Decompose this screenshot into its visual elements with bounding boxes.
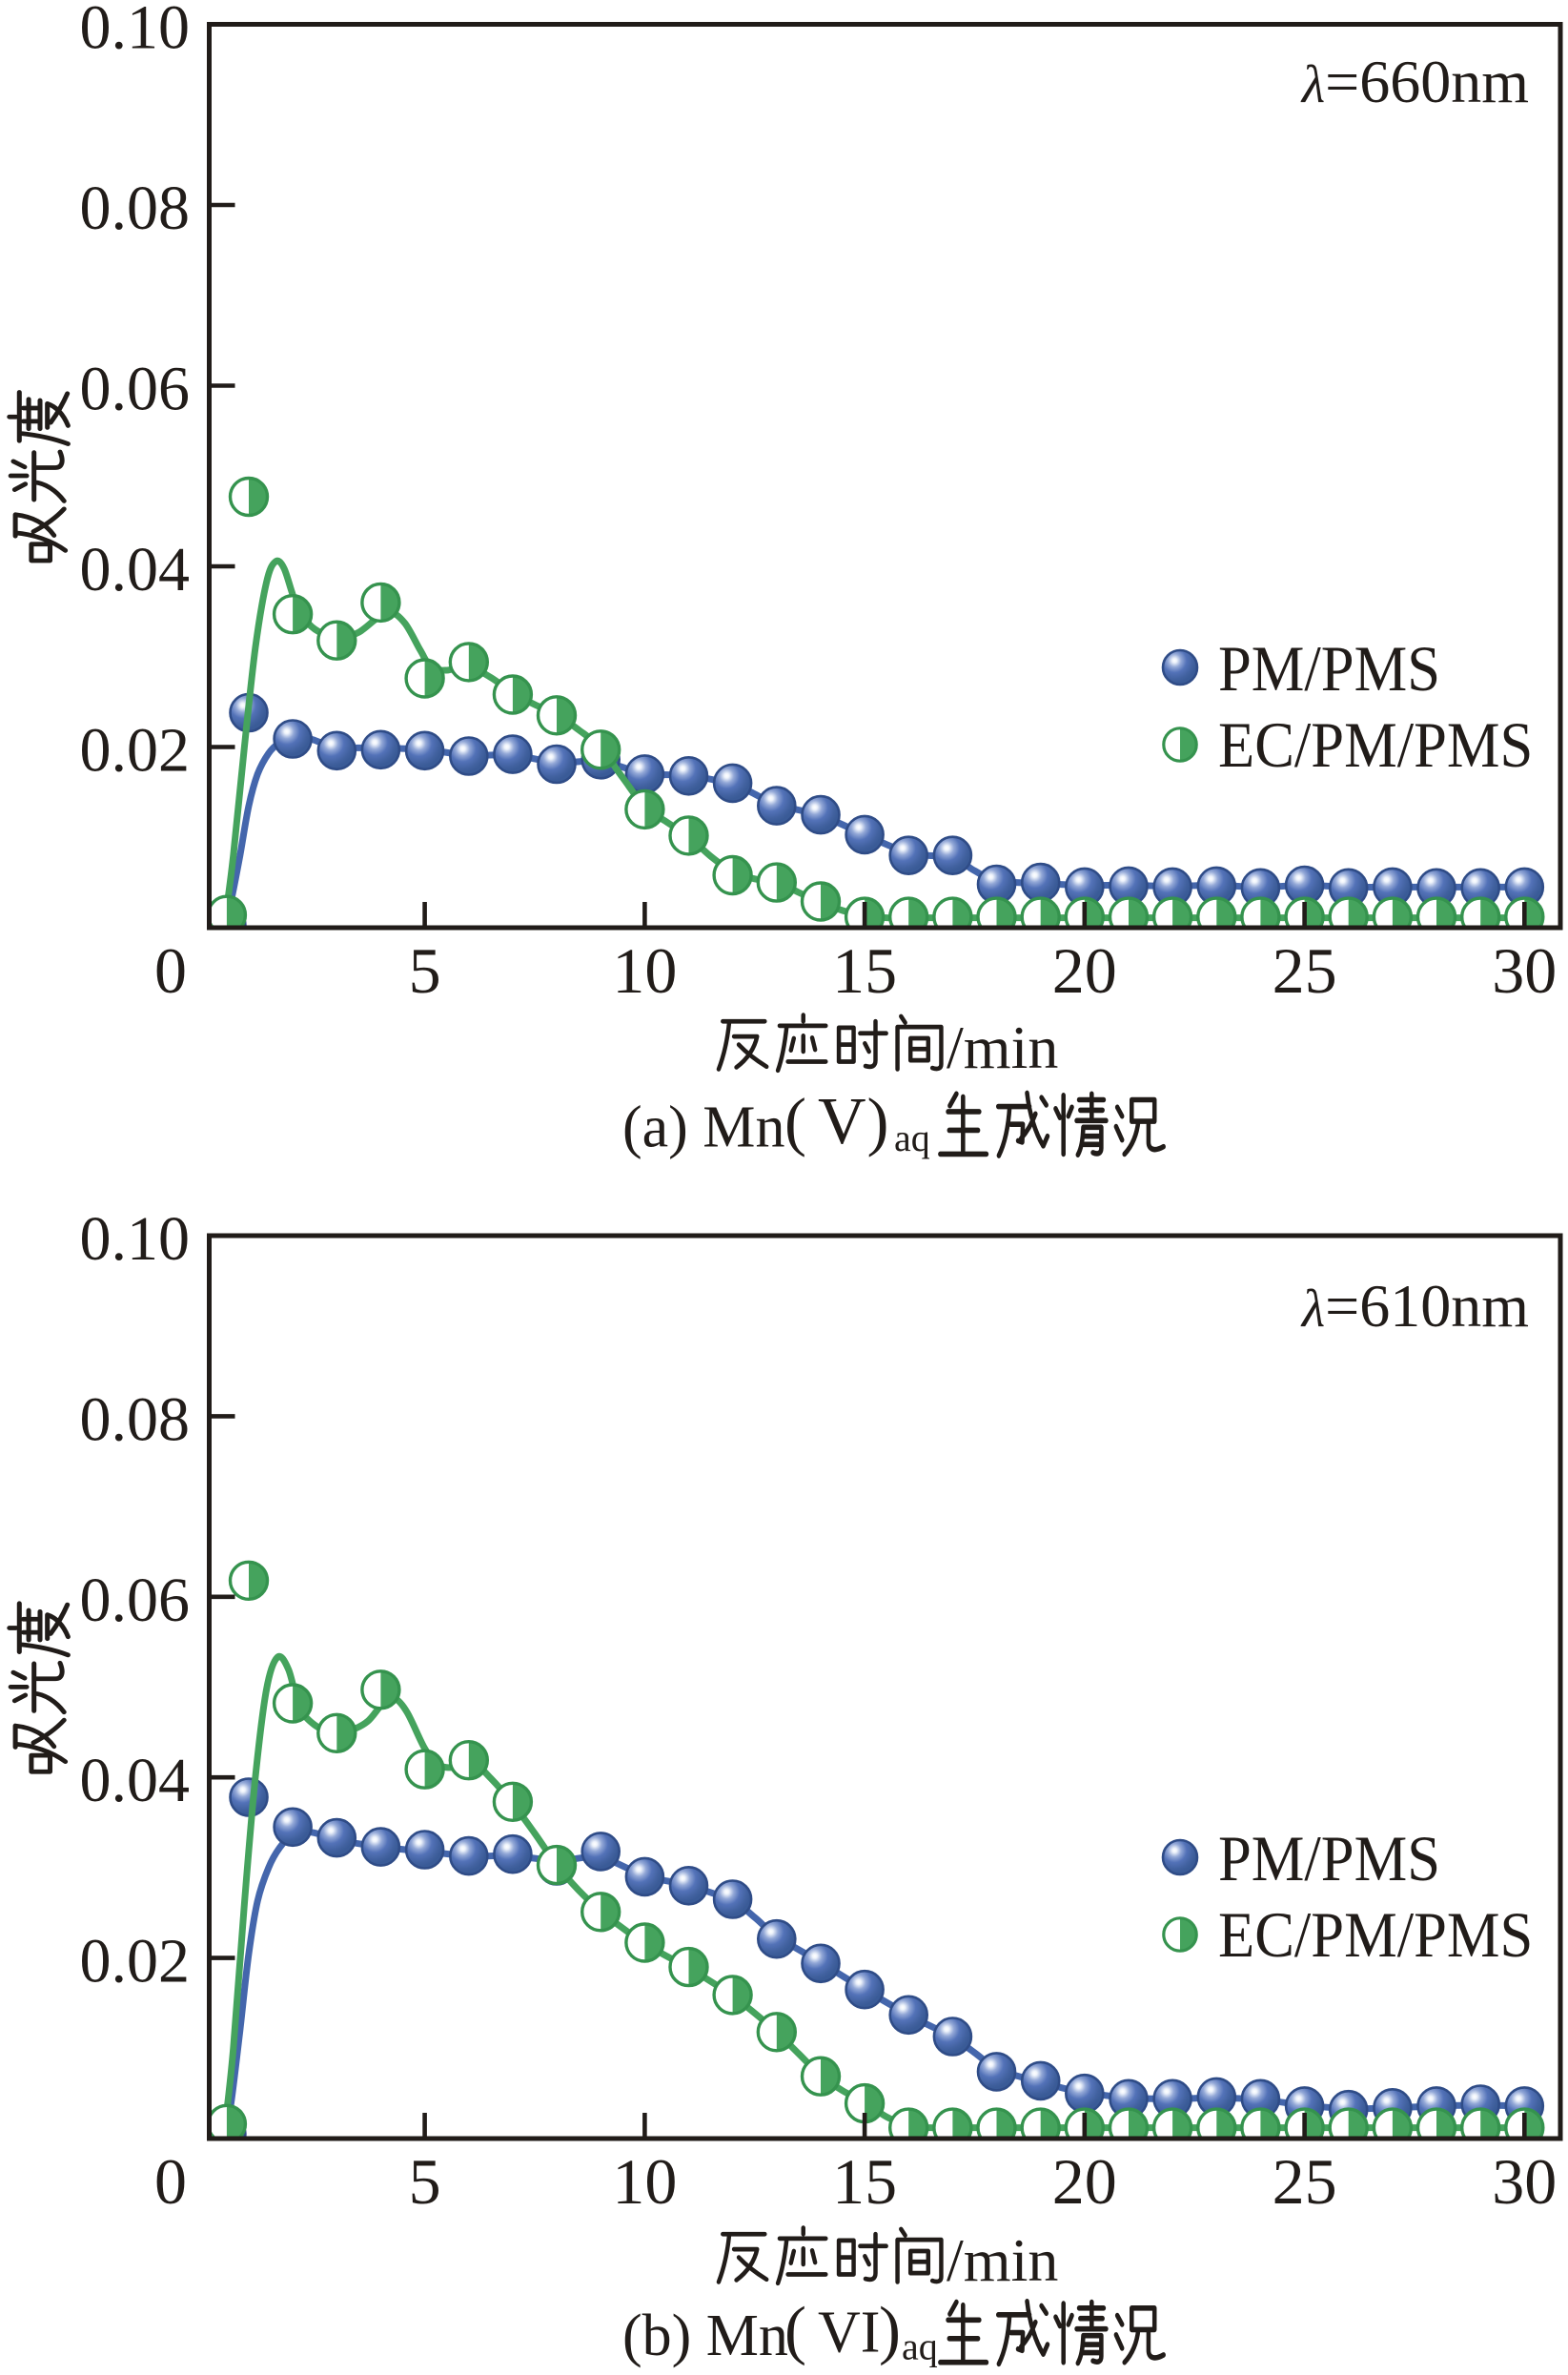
svg-text:20: 20 (1052, 934, 1117, 1007)
svg-text:): ) (879, 2293, 901, 2365)
svg-text:EC/PM/PMS: EC/PM/PMS (1218, 710, 1533, 782)
svg-text:PM/PMS: PM/PMS (1218, 634, 1440, 706)
svg-text:0.06: 0.06 (80, 355, 191, 424)
svg-text:(: ( (784, 2293, 806, 2365)
svg-text:15: 15 (832, 934, 897, 1007)
svg-text:5: 5 (409, 2145, 441, 2218)
svg-text:10: 10 (612, 2145, 677, 2218)
svg-text:aq: aq (894, 1116, 930, 1159)
svg-text:(: ( (784, 1085, 806, 1157)
svg-text:0: 0 (154, 2145, 187, 2218)
svg-text:25: 25 (1273, 2145, 1337, 2218)
svg-text:): ) (867, 1085, 889, 1157)
svg-text:0.04: 0.04 (80, 535, 191, 604)
svg-text:10: 10 (612, 934, 677, 1007)
svg-text:λ=610nm: λ=610nm (1300, 1272, 1529, 1340)
svg-text:PM/PMS: PM/PMS (1218, 1824, 1440, 1895)
svg-text:/min: /min (947, 2226, 1058, 2294)
svg-text:30: 30 (1492, 2145, 1557, 2218)
svg-text:15: 15 (832, 2145, 897, 2218)
svg-text:25: 25 (1273, 934, 1337, 1007)
svg-text:0.02: 0.02 (80, 1927, 191, 1996)
svg-text:0.10: 0.10 (80, 0, 191, 63)
svg-text:/min: /min (947, 1013, 1058, 1081)
svg-text:30: 30 (1492, 934, 1557, 1007)
svg-text:0.08: 0.08 (80, 174, 191, 243)
svg-text:0.04: 0.04 (80, 1746, 191, 1815)
svg-text:0.06: 0.06 (80, 1566, 191, 1635)
svg-text:aq: aq (902, 2324, 938, 2367)
svg-text:EC/PM/PMS: EC/PM/PMS (1218, 1900, 1533, 1972)
svg-text:5: 5 (409, 934, 441, 1007)
svg-text:λ=660nm: λ=660nm (1300, 48, 1529, 115)
svg-text:20: 20 (1052, 2145, 1117, 2218)
svg-text:0: 0 (154, 934, 187, 1007)
svg-text:0.08: 0.08 (80, 1384, 191, 1454)
svg-text:V: V (818, 1085, 866, 1158)
svg-text:(b) Mn: (b) Mn (622, 2303, 788, 2368)
svg-text:(a) Mn: (a) Mn (622, 1095, 784, 1160)
svg-text:0.02: 0.02 (80, 716, 191, 786)
svg-text:VI: VI (818, 2300, 880, 2365)
svg-text:0.10: 0.10 (80, 1204, 191, 1274)
